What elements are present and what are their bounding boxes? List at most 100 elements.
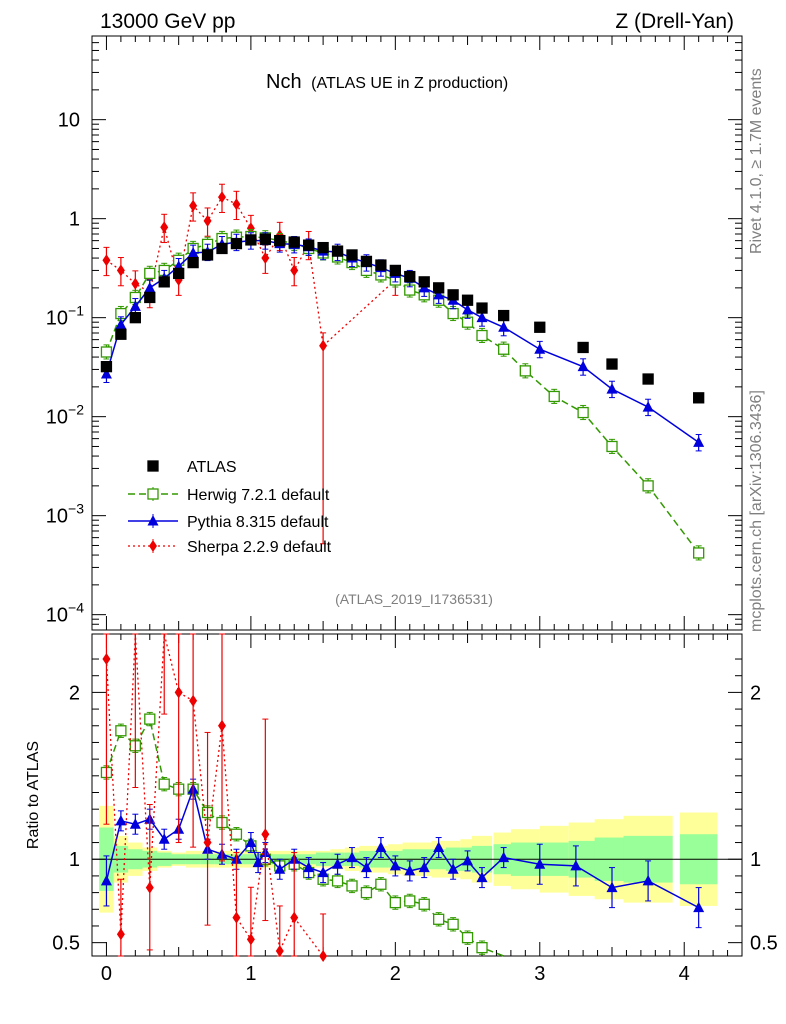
y-tick-label: 10−4 (46, 600, 84, 627)
atlas-point (534, 321, 546, 333)
y-tick-label: 10 (58, 110, 80, 132)
ratio-sherpa-point (189, 694, 198, 707)
ratio-pythia-line (105, 786, 700, 909)
atlas-point (173, 267, 185, 280)
sherpa-point (189, 199, 198, 212)
ratio-herwig-line (105, 716, 504, 957)
header-left: 13000 GeV pp (100, 10, 235, 33)
sherpa-point (160, 221, 169, 234)
ratio-pythia-point (303, 861, 315, 873)
pythia-point (642, 401, 654, 412)
ratio-herwig-point (433, 913, 445, 925)
pythia-point (433, 288, 445, 300)
atlas-point (245, 234, 257, 246)
ratio-pythia-point (534, 858, 546, 869)
legend: ATLAS Herwig 7.2.1 default Pythia 8.315 de… (128, 459, 332, 556)
herwig-point (577, 406, 589, 419)
ratio-herwig-point (230, 828, 243, 840)
herwig-point (100, 346, 113, 358)
x-tick-label: 0 (101, 963, 112, 985)
ratio-sherpa-line (105, 633, 324, 957)
ratio-y-tick-label: 1 (69, 849, 80, 871)
herwig-point (144, 267, 156, 280)
data-series (100, 183, 705, 962)
sherpa-point (290, 264, 299, 277)
legend-marker (149, 540, 157, 552)
reference-label: (ATLAS_2019_I1736531) (335, 591, 493, 607)
ratio-sherpa-point (275, 944, 284, 957)
sherpa-point (116, 264, 125, 277)
ratio-sherpa-point (174, 686, 183, 699)
pythia-point (100, 367, 112, 379)
herwig-point (548, 390, 560, 403)
ratio-sherpa-point (232, 911, 241, 924)
ratio-uncertainty-bands (92, 805, 742, 913)
pythia-point (187, 246, 199, 258)
x-tick-label: 4 (679, 963, 690, 985)
atlas-point (216, 242, 228, 255)
legend-item-sherpa: Sherpa 2.2.9 default (128, 539, 332, 556)
herwig-point (606, 440, 618, 453)
ratio-pythia-point (389, 859, 401, 871)
herwig-point (498, 343, 510, 355)
ratio-herwig-point (331, 875, 344, 887)
sherpa-point (203, 214, 212, 227)
ratio-sherpa-point (261, 828, 270, 841)
series-atlas (100, 233, 705, 404)
ratio-herwig-point (158, 778, 170, 790)
atlas-point (187, 256, 199, 269)
ratio-pythia-point (332, 858, 344, 869)
atlas-point (606, 358, 618, 370)
pythia-point (577, 360, 589, 372)
ratio-herwig-point (447, 918, 459, 930)
atlas-point (230, 237, 243, 250)
pythia-point (534, 343, 546, 354)
ratio-herwig-point (418, 898, 430, 910)
y-tick-label: 10−2 (46, 402, 84, 429)
sherpa-point (232, 198, 241, 211)
herwig-point (476, 329, 488, 342)
ratio-pythia-point (642, 874, 654, 886)
atlas-point (498, 309, 510, 322)
x-tick-label: 3 (534, 963, 545, 985)
pythia-point (115, 318, 127, 330)
ratio-pythia-point (433, 841, 445, 853)
plot-title-sub: (ATLAS UE in Z production) (311, 75, 508, 92)
ratio-pythia-point (693, 901, 705, 913)
ratio-sherpa-point (116, 928, 125, 941)
atlas-point (433, 282, 445, 294)
ratio-sherpa (102, 633, 328, 962)
ratio-pythia-point (346, 851, 358, 863)
mcplots-label: mcplots.cern.ch [arXiv:1306.3436] (748, 390, 765, 632)
ratio-panel-frame (91, 633, 743, 957)
ratio-sherpa-point (203, 836, 212, 849)
atlas-point (360, 255, 373, 268)
x-tick-label: 2 (390, 963, 401, 985)
atlas-point (317, 241, 329, 254)
ratio-pythia-point (476, 871, 488, 883)
legend-item-pythia: Pythia 8.315 default (128, 514, 329, 531)
ratio-y-tick-label-right: 1 (750, 849, 761, 871)
ratio-pythia-point (274, 863, 286, 874)
ratio-herwig-point (346, 880, 358, 892)
ratio-pythia-point (447, 863, 459, 874)
plot-title: Nch (ATLAS UE in Z production) (266, 71, 508, 93)
ratio-sherpa-point (246, 933, 255, 946)
ratio-pythia-point (100, 874, 112, 886)
ratio-sherpa-point (102, 653, 111, 666)
pythia-point (606, 383, 618, 394)
ratio-pythia-point (158, 833, 170, 844)
pythia-point (693, 436, 705, 447)
ratio-y-tick-label: 2 (69, 682, 80, 704)
ratio-pythia-point (606, 881, 618, 893)
legend-label: Sherpa 2.2.9 default (187, 539, 332, 556)
ratio-y-tick-label-right: 0.5 (750, 933, 778, 955)
atlas-point (476, 302, 488, 314)
y-tick-label: 1 (69, 209, 80, 231)
ratio-pythia-point (115, 814, 127, 826)
ratio-herwig-point (476, 942, 488, 954)
ratio-herwig-point (360, 886, 373, 899)
atlas-point (158, 276, 170, 288)
axes: 0 1 2 3 4 10−4 10−3 10−2 10−1 1 10 0.5 0.5 1 1 2 2 (46, 35, 778, 985)
